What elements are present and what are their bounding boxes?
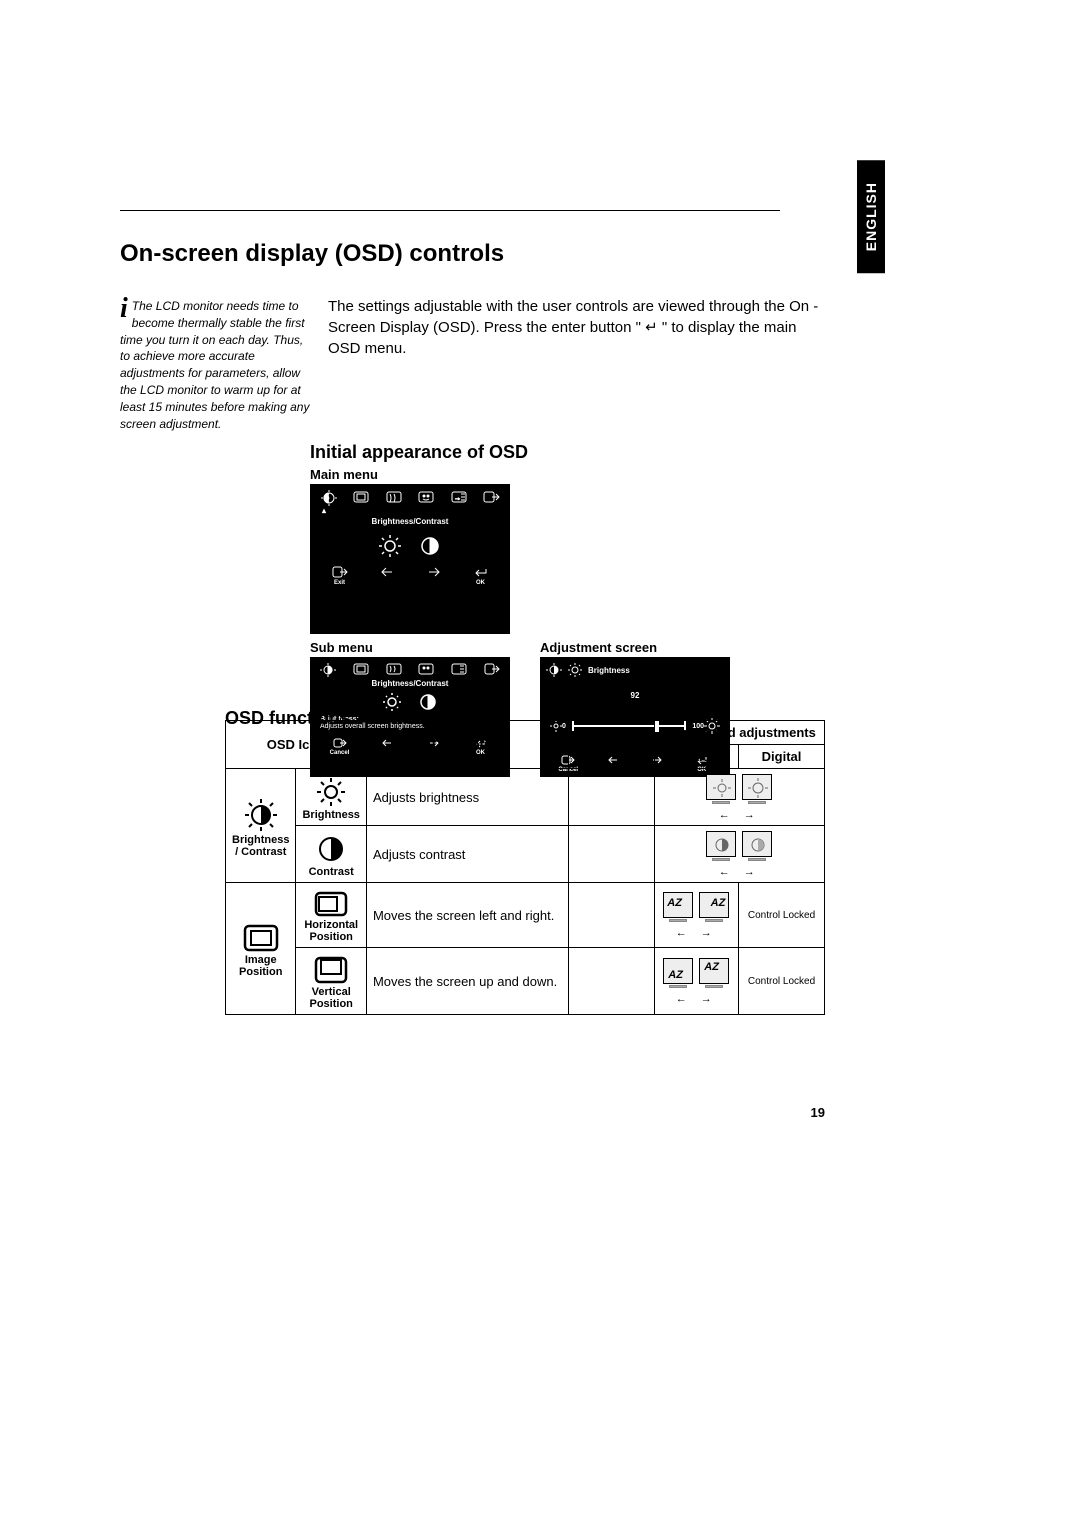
left-right-arrows: ←→	[661, 927, 733, 939]
vpos-desc: Moves the screen up and down.	[366, 948, 568, 1015]
brightness-contrast-icon	[320, 490, 338, 506]
brightness-contrast-icon	[320, 663, 336, 677]
brightness-desc: Adjusts brightness	[366, 769, 568, 826]
contrast-subicon: Contrast	[296, 826, 366, 883]
left-right-arrows: ←→	[661, 809, 818, 821]
table-header-row: OSD Icon Description Sub menus Control a…	[226, 721, 825, 745]
intro-text: The settings adjustable with the user co…	[328, 296, 820, 432]
header-submenus: Sub menus	[569, 721, 654, 769]
page-number: 19	[811, 1105, 825, 1120]
language-tab: ENGLISH	[857, 160, 885, 273]
vertical-position-icon	[314, 956, 348, 984]
brightness-icon	[378, 534, 402, 558]
osd-right-control	[410, 566, 457, 586]
image-position-icon	[353, 663, 369, 675]
hpos-analog: AZ AZ ←→	[654, 883, 739, 948]
contrast-icon	[418, 692, 438, 712]
brightness-icon	[382, 692, 402, 712]
osd-functions-table: OSD Icon Description Sub menus Control a…	[225, 720, 825, 1015]
image-setup-icon	[385, 490, 403, 504]
image-setup-icon	[386, 663, 402, 675]
vposition-subicon: Vertical Position	[296, 948, 366, 1015]
svg-text:→: →	[454, 495, 461, 502]
left-right-arrows: ←→	[661, 866, 818, 878]
image-properties-icon	[418, 663, 434, 675]
tip-text: The LCD monitor needs time to become the…	[120, 299, 309, 431]
contrast-controls: ←→	[654, 826, 824, 883]
adj-value: 92	[546, 691, 724, 700]
exit-icon	[484, 663, 500, 675]
osd-ok-control: OK	[457, 566, 504, 586]
image-properties-icon	[417, 490, 435, 504]
osd-main-menu: → ▴ Brightness/Contrast Exit OK	[310, 484, 510, 634]
group-brightness-contrast: Brightness / Contrast	[226, 769, 296, 883]
page-content: On-screen display (OSD) controls i The L…	[120, 240, 820, 777]
options-icon: →	[450, 490, 468, 504]
osd-sub-title: Brightness/Contrast	[316, 679, 504, 688]
brightness-submenus	[569, 769, 654, 826]
contrast-icon	[316, 834, 346, 864]
osd-left-control	[363, 566, 410, 586]
options-icon	[451, 663, 467, 675]
osd-main-icons	[316, 534, 504, 558]
osd-selector-caret: ▴	[322, 506, 504, 515]
sub-menu-label: Sub menu	[310, 640, 510, 655]
osd-main-controls: Exit OK	[316, 566, 504, 586]
header-digital: Digital	[739, 745, 825, 769]
contrast-icon	[418, 534, 442, 558]
info-icon: i	[120, 298, 128, 320]
group-image-position: Image Position	[226, 883, 296, 1015]
page-title: On-screen display (OSD) controls	[120, 240, 820, 268]
vpos-digital: Control Locked	[739, 948, 825, 1015]
image-position-icon	[352, 490, 370, 504]
brightness-contrast-icon	[244, 798, 278, 832]
brightness-contrast-icon	[546, 663, 562, 677]
header-icon: OSD Icon	[226, 721, 367, 769]
header-description: Description	[366, 721, 568, 769]
osd-exit-control: Exit	[316, 566, 363, 586]
osd-top-icons: →	[316, 490, 504, 506]
table-row: Vertical Position Moves the screen up an…	[226, 948, 825, 1015]
contrast-submenus	[569, 826, 654, 883]
header-analog: Analog	[654, 745, 739, 769]
header-rule	[120, 210, 780, 211]
vpos-analog: AZ AZ ←→	[654, 948, 739, 1015]
hposition-subicon: Horizontal Position	[296, 883, 366, 948]
vpos-submenus	[569, 948, 654, 1015]
subhead-initial: Initial appearance of OSD	[310, 442, 820, 463]
hpos-submenus	[569, 883, 654, 948]
contrast-desc: Adjusts contrast	[366, 826, 568, 883]
osd-sub-top-icons	[316, 663, 504, 677]
horizontal-position-icon	[314, 891, 348, 917]
brightness-icon	[316, 777, 346, 807]
image-position-icon	[243, 924, 279, 952]
adj-header: Brightness	[546, 663, 724, 677]
info-tip: i The LCD monitor needs time to become t…	[120, 296, 310, 432]
table-row: Contrast Adjusts contrast ←→	[226, 826, 825, 883]
hpos-desc: Moves the screen left and right.	[366, 883, 568, 948]
brightness-controls: ←→	[654, 769, 824, 826]
left-right-arrows: ←→	[661, 993, 733, 1005]
header-controls: Control and adjustments	[654, 721, 824, 745]
brightness-subicon: Brightness	[296, 769, 366, 826]
adjustment-label: Adjustment screen	[540, 640, 730, 655]
adj-title: Brightness	[588, 666, 630, 675]
brightness-icon	[568, 663, 582, 677]
table-row: Brightness / Contrast Brightness Adjusts…	[226, 769, 825, 826]
hpos-digital: Control Locked	[739, 883, 825, 948]
osd-main-title: Brightness/Contrast	[316, 517, 504, 526]
main-menu-label: Main menu	[310, 467, 820, 482]
intro-row: i The LCD monitor needs time to become t…	[120, 296, 820, 432]
exit-icon	[482, 490, 500, 504]
table-row: Image Position Horizontal Position Moves…	[226, 883, 825, 948]
